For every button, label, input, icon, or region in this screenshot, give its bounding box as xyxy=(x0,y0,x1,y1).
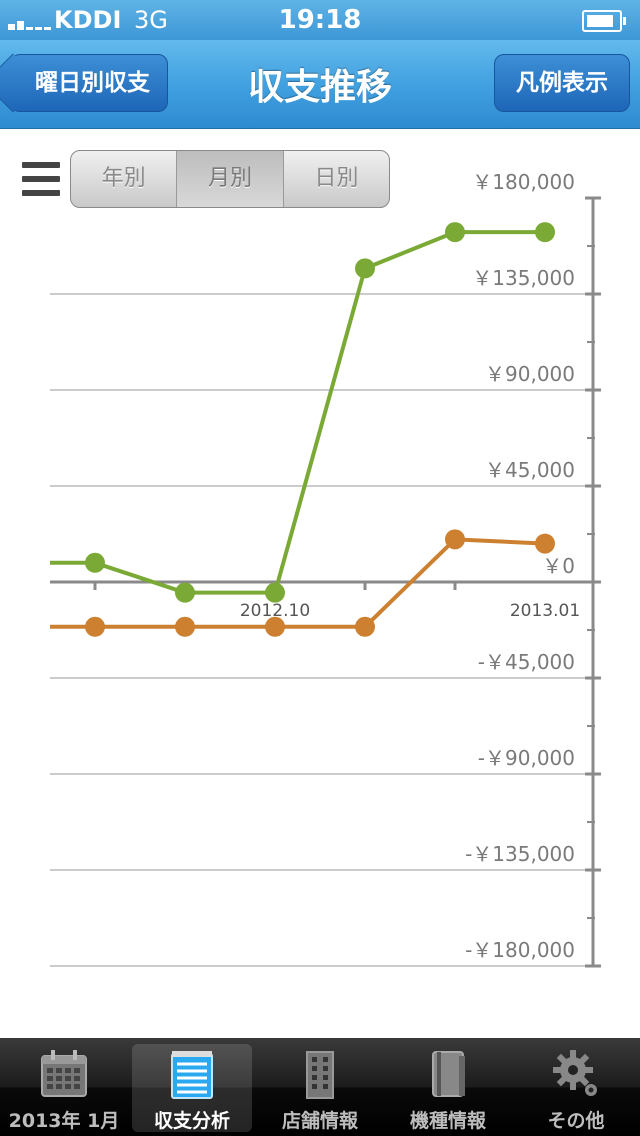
status-bar: KDDI 3G 19:18 xyxy=(0,0,640,40)
carrier-name: KDDI xyxy=(54,6,122,34)
tab-analysis[interactable]: 収支分析 xyxy=(128,1038,256,1136)
y-tick-label: ￥135,000 xyxy=(472,266,575,290)
axis-labels: ￥180,000 ￥135,000 ￥90,000 ￥45,000 ￥0 -￥45,000… xyxy=(240,170,580,962)
back-button[interactable]: 曜日別収支 xyxy=(10,54,168,112)
y-tick-label: -￥180,000 xyxy=(465,938,575,962)
series-1-point xyxy=(85,552,105,573)
gear-icon xyxy=(553,1050,597,1096)
page-title: 収支推移 xyxy=(247,67,392,108)
tab-label: 店舗情報 xyxy=(281,1110,358,1132)
series-1-point xyxy=(445,222,465,243)
series-1-point xyxy=(175,582,195,603)
series-2-point xyxy=(175,616,195,637)
notepad-icon xyxy=(171,1051,213,1099)
status-time: 19:18 xyxy=(278,5,362,35)
battery-icon xyxy=(582,10,626,32)
tab-other[interactable]: その他 xyxy=(512,1038,640,1136)
legend-button[interactable]: 凡例表示 xyxy=(494,54,630,112)
series-2-point xyxy=(355,616,375,637)
y-tick-label: ￥45,000 xyxy=(485,458,575,482)
signal-strength-icon xyxy=(8,14,52,30)
navigation-bar: 曜日別収支 収支推移 凡例表示 xyxy=(0,40,640,129)
network-type: 3G xyxy=(134,6,168,34)
tab-models[interactable]: 機種情報 xyxy=(384,1038,512,1136)
segment-daily[interactable]: 日別 xyxy=(282,151,389,207)
tab-stores[interactable]: 店舗情報 xyxy=(256,1038,384,1136)
y-tick-label: -￥135,000 xyxy=(465,842,575,866)
x-tick-label: 2012.10 xyxy=(240,601,310,621)
series-1-point xyxy=(355,258,375,279)
grid-lines xyxy=(50,293,593,967)
menu-icon[interactable] xyxy=(22,162,60,198)
income-chart: ￥180,000 ￥135,000 ￥90,000 ￥45,000 ￥0 -￥45,000… xyxy=(50,170,601,968)
tab-label: その他 xyxy=(547,1110,605,1132)
tab-label: 2013年 1月 xyxy=(8,1110,120,1132)
series-2-point xyxy=(85,616,105,637)
tab-calendar[interactable]: 2013年 1月 xyxy=(0,1038,128,1136)
segment-yearly[interactable]: 年別 xyxy=(101,166,146,191)
y-tick-label: ￥180,000 xyxy=(472,170,575,194)
y-tick-label: -￥90,000 xyxy=(478,746,575,770)
y-tick-label: -￥45,000 xyxy=(478,650,575,674)
series-2-point xyxy=(445,529,465,550)
tab-bar: 2013年 1月 収支分析 店舗情報 xyxy=(0,1038,640,1136)
segment-monthly[interactable]: 月別 xyxy=(176,151,283,207)
building-icon xyxy=(306,1051,334,1099)
period-segmented-control: 年別 月別 日別 xyxy=(70,150,390,208)
tab-label: 機種情報 xyxy=(409,1110,486,1132)
x-tick-label: 2013.01 xyxy=(510,601,580,621)
y-tick-label: ￥90,000 xyxy=(485,362,575,386)
series-lines xyxy=(50,222,555,637)
series-2-point xyxy=(535,533,555,554)
tab-label: 収支分析 xyxy=(153,1110,230,1132)
book-icon xyxy=(432,1051,465,1097)
y-tick-label: ￥0 xyxy=(542,554,575,578)
series-1-point xyxy=(535,222,555,243)
series-2-point xyxy=(265,616,285,637)
calendar-icon xyxy=(41,1050,87,1097)
series-1-point xyxy=(265,582,285,603)
